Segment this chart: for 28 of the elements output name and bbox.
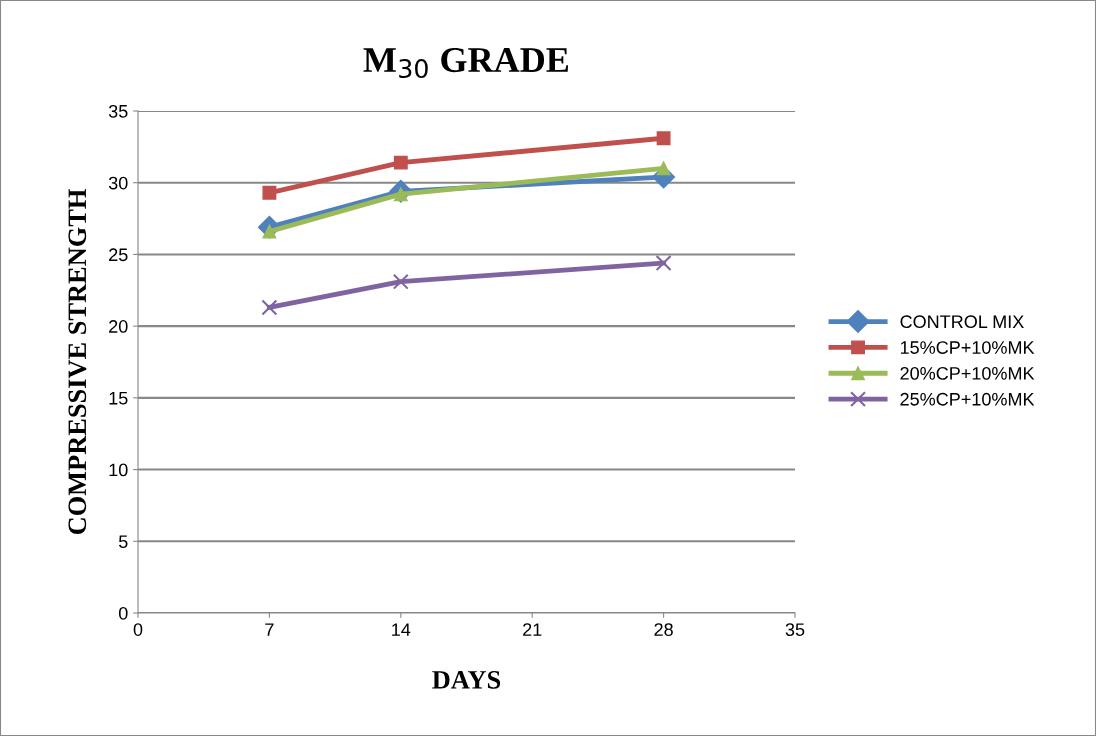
y-tick-label: 15 bbox=[109, 391, 128, 405]
y-tick-label: 25 bbox=[109, 248, 128, 262]
legend-label: 25%CP+10%MK bbox=[900, 392, 1035, 406]
x-tick-label: 21 bbox=[523, 623, 542, 636]
legend-label: CONTROL MIX bbox=[900, 315, 1024, 329]
y-axis-title: COMPRESSIVE STRENGTH bbox=[68, 189, 87, 535]
y-tick-label: 35 bbox=[108, 104, 128, 118]
legend-label: 15%CP+10%MK bbox=[900, 341, 1035, 354]
point bbox=[656, 161, 671, 176]
point bbox=[261, 299, 278, 316]
y-tick-label: 30 bbox=[108, 176, 128, 190]
point bbox=[392, 273, 409, 290]
point bbox=[655, 255, 672, 272]
point bbox=[656, 131, 671, 146]
x-tick-label: 0 bbox=[133, 623, 143, 636]
y-tick-label: 0 bbox=[118, 606, 128, 620]
chart-title: M$_{30}$ GRADE bbox=[363, 47, 569, 79]
x-tick-label: 7 bbox=[265, 623, 274, 636]
x-tick-label: 28 bbox=[654, 623, 673, 636]
y-tick-label: 10 bbox=[109, 463, 128, 477]
x-tick-label: 14 bbox=[392, 623, 411, 636]
x-tick-label: 35 bbox=[785, 623, 805, 636]
x-axis-title: DAYS bbox=[432, 670, 501, 689]
legend-label: 20%CP+10%MK bbox=[900, 366, 1035, 380]
point bbox=[393, 155, 408, 170]
point bbox=[262, 185, 277, 200]
y-tick-label: 5 bbox=[118, 535, 128, 549]
y-tick-label: 20 bbox=[109, 320, 128, 333]
